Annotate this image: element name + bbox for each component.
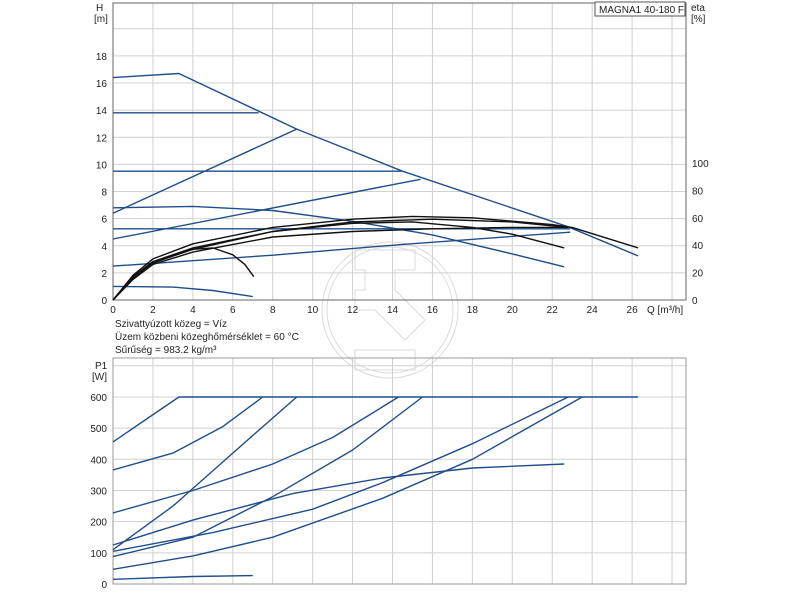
head-curve: [112, 205, 565, 268]
h-tick-label: 8: [101, 188, 107, 199]
p1-tick-label: 100: [90, 549, 107, 560]
head-grid: [112, 2, 687, 301]
head-curve: [112, 178, 421, 240]
power-curve: [112, 396, 399, 514]
x-tick-label: 16: [427, 305, 439, 316]
info-line-medium: Szivattyúzott közeg = Víz: [115, 319, 227, 330]
h-tick-label: 6: [101, 215, 107, 226]
x-tick-label: 14: [387, 305, 399, 316]
model-label: MAGNA1 40-180 F: [599, 5, 684, 16]
eta-curve: [112, 218, 569, 301]
h-tick-label: 16: [96, 79, 108, 90]
power-curve: [112, 463, 565, 546]
h-tick-label: 18: [96, 52, 108, 63]
p1-tick-label: 0: [101, 580, 107, 591]
p1-tick-label: 400: [90, 455, 107, 466]
x-tick-label: 26: [627, 305, 639, 316]
h-axis-label: H: [96, 3, 103, 14]
model-label-box: [594, 1, 686, 17]
h-tick-label: 2: [101, 269, 107, 280]
watermark-logo: [321, 241, 459, 379]
head-curve: [112, 72, 639, 257]
power-curve: [112, 396, 264, 471]
eta-curve: [112, 215, 639, 301]
eta-tick-label: 100: [692, 159, 709, 170]
h-tick-label: 4: [101, 242, 107, 253]
head-curve: [112, 231, 571, 267]
h-tick-label: 12: [96, 133, 108, 144]
p1-axis-unit: [W]: [92, 372, 107, 383]
h-tick-label: 0: [101, 296, 107, 307]
power-curve: [112, 396, 298, 551]
p1-axis-label: P1: [95, 361, 108, 372]
h-tick-label: 14: [96, 106, 108, 117]
head-curves: [112, 72, 639, 301]
q-axis-label: Q [m³/h]: [647, 305, 683, 316]
p1-tick-label: 200: [90, 518, 107, 529]
eta-tick-label: 60: [692, 214, 704, 225]
head-plot-frame: [112, 2, 687, 301]
power-plot-frame: [112, 357, 687, 585]
p1-tick-label: 500: [90, 424, 107, 435]
x-tick-label: 18: [467, 305, 479, 316]
info-line-density: Sűrűség = 983.2 kg/m³: [115, 345, 217, 356]
info-line-temperature: Üzem közbeni közeghőmérséklet = 60 °C: [115, 331, 299, 343]
eta-tick-label: 80: [692, 186, 704, 197]
power-curve: [112, 574, 253, 580]
x-tick-label: 0: [110, 305, 116, 316]
eta-tick-label: 0: [692, 296, 698, 307]
h-tick-label: 10: [96, 160, 108, 171]
power-curve: [112, 396, 639, 443]
x-tick-label: 6: [230, 305, 236, 316]
power-curves: [112, 396, 639, 580]
eta-axis-label: eta: [691, 3, 705, 14]
p1-tick-label: 300: [90, 486, 107, 497]
x-tick-label: 4: [190, 305, 196, 316]
eta-tick-label: 40: [692, 241, 704, 252]
x-tick-label: 8: [270, 305, 276, 316]
x-tick-label: 2: [150, 305, 156, 316]
power-grid: [112, 357, 687, 585]
power-curve: [112, 396, 569, 552]
eta-tick-label: 20: [692, 269, 704, 280]
p1-tick-label: 600: [90, 393, 107, 404]
x-tick-label: 22: [547, 305, 559, 316]
x-tick-label: 10: [307, 305, 319, 316]
eta-curve: [112, 226, 569, 301]
eta-axis-unit: [%]: [691, 14, 706, 25]
x-tick-label: 20: [507, 305, 519, 316]
power-curve: [112, 396, 423, 558]
power-curve: [112, 396, 583, 570]
head-curve: [112, 285, 253, 298]
x-tick-label: 12: [347, 305, 359, 316]
h-axis-unit: [m]: [94, 14, 108, 25]
x-tick-label: 24: [587, 305, 599, 316]
